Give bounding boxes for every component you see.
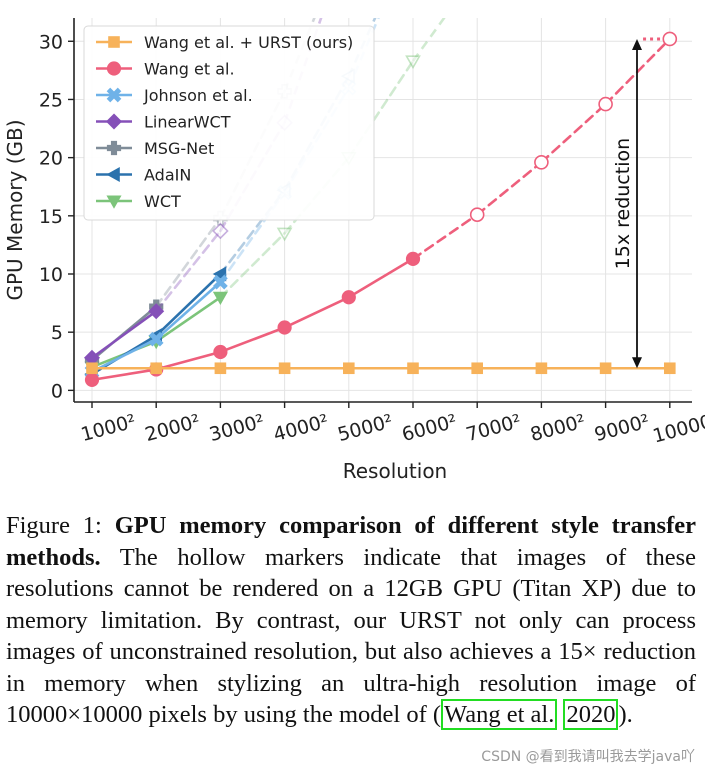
series-dashed-tail <box>347 18 380 89</box>
reduction-arrow-head-bottom <box>632 357 642 369</box>
data-point <box>534 154 549 170</box>
reduction-arrow-head-top <box>632 38 642 50</box>
legend-label: LinearWCT <box>144 113 231 132</box>
y-tick-label: 25 <box>39 89 63 111</box>
legend-label: AdaIN <box>144 166 191 185</box>
x-tick-label: 1000² <box>79 410 139 446</box>
series-dashed-line <box>411 213 479 261</box>
y-tick-label: 10 <box>39 264 63 286</box>
y-axis-title: GPU Memory (GB) <box>3 119 27 300</box>
data-point <box>213 344 228 360</box>
caption-title: GPU memory comparison of different style… <box>6 512 697 571</box>
legend-label: Wang et al. + URST (ours) <box>144 33 353 52</box>
series-dashed-tail <box>411 18 446 62</box>
x-tick-label: 3000² <box>207 410 267 446</box>
series-wang-et-al- <box>84 31 678 387</box>
legend-marker <box>106 140 122 156</box>
y-tick-label: 20 <box>39 148 63 170</box>
y-tick-label: 30 <box>39 31 63 53</box>
data-point <box>598 96 613 112</box>
legend: Wang et al. + URST (ours) Wang et al. John… <box>83 25 375 221</box>
x-tick-label: 6000² <box>400 410 460 446</box>
x-tick-label: 8000² <box>528 410 588 446</box>
data-point <box>212 291 228 305</box>
data-point <box>214 362 227 375</box>
series-dashed-line <box>219 231 286 299</box>
x-tick-label: 7000² <box>464 410 524 446</box>
data-point <box>148 331 164 347</box>
series-dashed-line <box>219 188 286 276</box>
series-line <box>347 257 415 299</box>
data-point <box>662 31 678 47</box>
series-line <box>154 272 222 337</box>
x-axis-title: Resolution <box>343 459 448 483</box>
legend-marker <box>106 166 120 183</box>
series-line <box>90 368 158 382</box>
legend-box <box>83 25 375 221</box>
citation-author-link[interactable]: Wang et al. <box>441 699 558 730</box>
legend-marker <box>106 195 122 209</box>
legend-marker <box>108 36 120 48</box>
caption-end: ). <box>618 701 633 728</box>
data-point <box>86 362 98 375</box>
data-point <box>278 362 291 375</box>
series-wang-et-al-urst-ours- <box>86 362 676 375</box>
y-tick-label: 15 <box>39 206 63 228</box>
x-tick-label: 4000² <box>271 410 331 446</box>
x-tick-label: 5000² <box>335 410 395 446</box>
data-point <box>405 251 421 266</box>
data-point <box>277 320 292 335</box>
watermark: CSDN @看到我请叫我去学java吖 <box>481 749 695 765</box>
data-point <box>84 372 100 387</box>
data-point <box>148 303 165 320</box>
legend-marker <box>106 87 122 103</box>
x-tick-label: 9000² <box>592 410 652 446</box>
citation-year-link[interactable]: 2020 <box>563 699 619 730</box>
series-line <box>154 350 222 371</box>
legend-label: MSG-Net <box>144 139 214 158</box>
data-point <box>599 362 612 375</box>
series-line <box>90 337 158 374</box>
data-point <box>535 362 548 375</box>
reduction-annotation-label: 15x reduction <box>612 138 634 270</box>
plot-area <box>84 18 678 387</box>
legend-label: WCT <box>144 192 181 211</box>
legend-label: Wang et al. <box>144 60 235 79</box>
data-point <box>469 207 485 222</box>
series-dashed-line <box>154 229 222 313</box>
data-point <box>212 222 229 240</box>
figure-caption: Figure 1: GPU memory comparison of diffe… <box>6 510 696 731</box>
data-point <box>405 55 421 70</box>
series-line <box>219 326 286 354</box>
data-point <box>150 362 162 375</box>
legend-marker <box>106 61 122 76</box>
series-dashed-line <box>475 160 543 216</box>
legend-marker <box>106 113 122 130</box>
data-point <box>407 362 419 375</box>
x-tick-label: 10000² <box>651 409 705 448</box>
y-tick-label: 0 <box>51 380 63 402</box>
data-point <box>213 274 228 290</box>
data-point <box>471 362 483 375</box>
x-tick-label: 2000² <box>143 410 203 446</box>
caption-label: Figure 1: <box>6 512 102 539</box>
caption-body: The hollow markers indicate that images … <box>6 543 697 729</box>
data-point <box>276 227 293 242</box>
series-dashed-line <box>540 102 607 164</box>
data-point <box>663 362 676 375</box>
series-line <box>154 295 222 343</box>
series-line <box>90 309 158 360</box>
data-point <box>341 290 356 305</box>
series-dashed-line <box>154 216 222 308</box>
y-tick-label: 5 <box>51 322 63 344</box>
data-point <box>343 362 355 375</box>
series-line <box>154 280 222 341</box>
chart: 0 5 10 15 20 25 30 1000² 2000² 3000² 4000² 5000² 600… <box>3 18 705 483</box>
series-line <box>283 295 351 329</box>
legend-label: Johnson et al. <box>143 86 253 105</box>
